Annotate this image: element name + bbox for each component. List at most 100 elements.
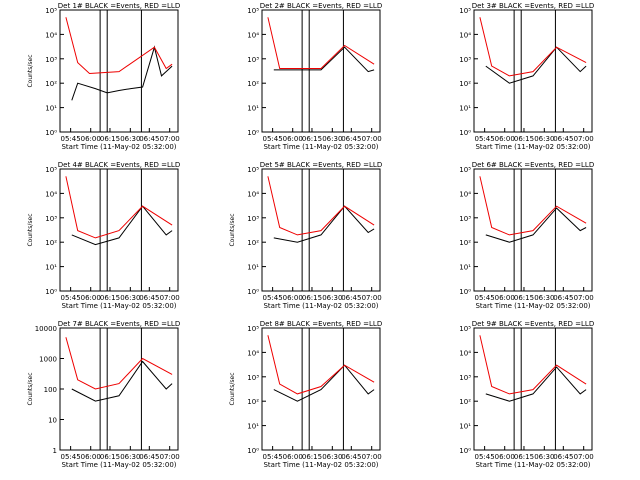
x-tick-label: 06:45 <box>139 135 159 143</box>
panel-title: Det 7# BLACK =Events, RED =LLD <box>58 320 180 328</box>
plot-frame <box>59 327 179 451</box>
x-axis-label: Start Time (11-May-02 05:32:00) <box>475 302 590 310</box>
series-lld-line <box>479 176 587 236</box>
y-tick-label: 10² <box>459 239 471 247</box>
y-tick-label: 10⁴ <box>459 190 471 198</box>
x-tick-label: 06:45 <box>341 453 361 461</box>
x-tick-label: 05:45 <box>475 135 495 143</box>
y-tick-label: 10⁵ <box>459 7 471 15</box>
y-tick-label: 10⁰ <box>459 288 471 296</box>
x-tick-label: 06:15 <box>302 135 322 143</box>
x-tick-label: 06:15 <box>302 453 322 461</box>
series-lld-line <box>65 337 173 390</box>
x-tick-label: 05:45 <box>61 135 81 143</box>
y-tick-label: 10⁰ <box>45 288 57 296</box>
x-tick-label: 06:30 <box>534 453 554 461</box>
y-tick-label: 10³ <box>247 374 259 382</box>
series-events-line <box>71 360 173 402</box>
y-tick-label: 10⁴ <box>247 349 259 357</box>
x-tick-label: 07:00 <box>362 135 382 143</box>
panel-2: 10⁰ 10¹ 10² 10³ 10⁴ 10⁵ 05:45 06:00 06:15 06:3006… <box>247 2 382 151</box>
y-tick-label: 10⁵ <box>247 166 259 174</box>
series-events-line <box>273 46 375 73</box>
x-tick-label: 06:30 <box>322 453 342 461</box>
series-lld-line <box>267 335 375 395</box>
y-tick-label: 10² <box>247 398 259 406</box>
x-tick-label: 06:15 <box>514 294 534 302</box>
series-lld-line <box>479 335 587 395</box>
series-events-line <box>273 205 375 243</box>
y-tick-label: 10⁰ <box>45 129 57 137</box>
x-axis-label: Start Time (11-May-02 05:32:00) <box>263 143 378 151</box>
y-tick-label: 10¹ <box>459 423 471 431</box>
y-tick-label: 10³ <box>45 215 57 223</box>
y-tick-label: 10⁴ <box>459 349 471 357</box>
series-lld-line <box>267 17 375 69</box>
y-tick-label: 10² <box>45 80 57 88</box>
x-tick-label: 05:45 <box>263 453 283 461</box>
y-tick-label: 10² <box>45 239 57 247</box>
y-tick-label: 10³ <box>459 374 471 382</box>
y-tick-label: 10² <box>247 239 259 247</box>
series-events-line <box>273 364 375 402</box>
y-tick-label: 10000 <box>35 325 57 333</box>
x-tick-label: 06:15 <box>100 294 120 302</box>
x-axis-label: Start Time (11-May-02 05:32:00) <box>61 143 176 151</box>
y-tick-label: 10² <box>247 80 259 88</box>
x-tick-label: 06:45 <box>553 453 573 461</box>
series-events-line <box>485 207 587 243</box>
y-tick-label: 10⁴ <box>459 31 471 39</box>
y-axis-label: Counts/sec <box>27 372 34 405</box>
panel-title: Det 6# BLACK =Events, RED =LLD <box>472 161 594 169</box>
x-axis-label: Start Time (11-May-02 05:32:00) <box>475 461 590 469</box>
y-tick-label: 10⁵ <box>459 166 471 174</box>
x-tick-label: 07:00 <box>362 294 382 302</box>
panel-3: 10⁰ 10¹ 10² 10³ 10⁴ 10⁵ 05:45 06:00 06:15 06:3006… <box>459 2 594 151</box>
x-tick-label: 06:45 <box>139 294 159 302</box>
series-lld-line <box>267 176 375 236</box>
x-tick-label: 06:30 <box>534 294 554 302</box>
x-tick-label: 06:00 <box>283 294 303 302</box>
panel-9: 10⁰ 10¹ 10² 10³ 10⁴ 10⁵ 05:45 06:00 06:15 06:3006… <box>459 320 594 469</box>
x-tick-label: 05:45 <box>263 294 283 302</box>
y-tick-label: 10⁴ <box>247 31 259 39</box>
x-tick-label: 06:30 <box>322 135 342 143</box>
y-tick-label: 10⁰ <box>247 129 259 137</box>
y-axis-label: Counts/sec <box>27 54 34 87</box>
y-tick-label: 10¹ <box>45 264 57 272</box>
panel-7: 1 10 100 1000 10000 05:45 06:00 06:15 06:3006:45… <box>27 320 180 469</box>
x-tick-label: 05:45 <box>263 135 283 143</box>
x-tick-label: 07:00 <box>574 294 594 302</box>
panel-title: Det 2# BLACK =Events, RED =LLD <box>260 2 382 10</box>
y-tick-label: 10⁵ <box>247 325 259 333</box>
x-tick-label: 06:00 <box>81 453 101 461</box>
x-tick-label: 06:30 <box>322 294 342 302</box>
series-events-line <box>485 46 587 84</box>
y-tick-label: 10 <box>48 417 57 425</box>
series-events-line <box>71 45 173 101</box>
y-tick-label: 10¹ <box>247 423 259 431</box>
x-tick-label: 07:00 <box>574 135 594 143</box>
y-tick-label: 10⁴ <box>45 31 57 39</box>
y-tick-label: 10³ <box>459 56 471 64</box>
x-tick-label: 06:00 <box>81 135 101 143</box>
x-tick-label: 06:00 <box>495 135 515 143</box>
y-axis-label: Counts/sec <box>229 372 236 405</box>
x-tick-label: 05:45 <box>475 294 495 302</box>
y-tick-label: 10⁵ <box>45 166 57 174</box>
series-events-line <box>71 205 173 246</box>
panel-title: Det 4# BLACK =Events, RED =LLD <box>58 161 180 169</box>
x-axis-label: Start Time (11-May-02 05:32:00) <box>263 461 378 469</box>
y-tick-label: 10⁴ <box>45 190 57 198</box>
x-tick-label: 06:15 <box>100 135 120 143</box>
x-tick-label: 06:30 <box>534 135 554 143</box>
x-axis-label: Start Time (11-May-02 05:32:00) <box>263 302 378 310</box>
panel-4: 10⁰ 10¹ 10² 10³ 10⁴ 10⁵ 05:45 06:00 06:15 06:3006… <box>27 161 180 310</box>
x-tick-label: 06:15 <box>514 453 534 461</box>
series-lld-line <box>65 176 173 239</box>
y-tick-label: 10¹ <box>459 264 471 272</box>
panel-8: 10⁰ 10¹ 10² 10³ 10⁴ 10⁵ 05:45 06:00 06:15 06:3006… <box>229 320 382 469</box>
y-tick-label: 10⁰ <box>247 447 259 455</box>
y-tick-label: 1 <box>53 447 57 455</box>
